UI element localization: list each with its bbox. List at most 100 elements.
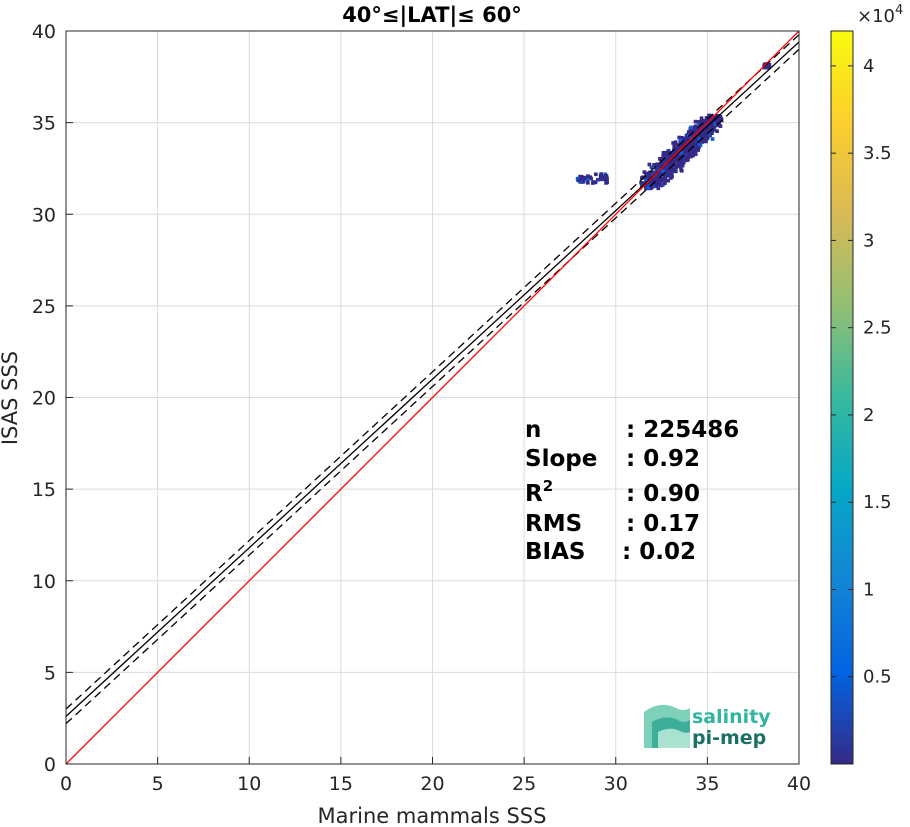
- density-cell: [655, 178, 660, 182]
- colorbar-tick-label: 1: [863, 579, 874, 600]
- density-cell: [666, 156, 670, 161]
- density-cell: [704, 116, 709, 120]
- density-cell: [694, 124, 698, 129]
- x-tick-label: 20: [420, 773, 444, 795]
- colorbar-tick-label: 3: [863, 230, 874, 251]
- stat-bias-label: BIAS: [525, 539, 585, 565]
- y-tick-label: 15: [32, 479, 56, 501]
- density-cell: [704, 139, 708, 144]
- density-cell: [605, 180, 609, 185]
- density-cell: [666, 178, 671, 183]
- density-cell: [680, 163, 685, 168]
- colorbar-tick-label: 3.5: [863, 143, 892, 164]
- stat-rms-label: RMS: [525, 511, 582, 537]
- density-cell: [702, 133, 707, 138]
- y-tick-label: 0: [44, 754, 56, 776]
- colorbar-tick-label: 4: [863, 56, 874, 77]
- density-cell: [598, 175, 603, 180]
- y-tick-labels: 0 5 10 15 20 25 30 35 40: [32, 21, 73, 776]
- density-cell: [647, 180, 651, 185]
- colorbar-ticks: 0.5 1 1.5 2 2.5 3 3.5 4: [831, 56, 892, 688]
- density-cell: [662, 175, 667, 179]
- density-cell: [679, 135, 684, 140]
- x-tick-label: 10: [237, 773, 261, 795]
- y-tick-label: 5: [44, 662, 56, 684]
- density-cell: [676, 143, 680, 148]
- density-cell: [654, 167, 659, 171]
- density-cell: [700, 119, 704, 123]
- density-cell: [577, 178, 582, 183]
- colorbar-tick-label: 2: [863, 405, 874, 426]
- density-cell: [674, 155, 679, 160]
- density-cell: [661, 169, 665, 174]
- density-cell: [603, 176, 607, 180]
- density-cell: [671, 141, 675, 145]
- density-cell: [599, 177, 603, 182]
- density-cell: [689, 125, 693, 130]
- density-cell: [715, 120, 720, 125]
- density-cell: [668, 167, 673, 172]
- density-cell: [663, 153, 668, 157]
- density-cell: [673, 165, 678, 169]
- density-cell: [663, 178, 667, 182]
- logo-line1: salinity: [692, 706, 771, 728]
- colorbar-tick-label: 2.5: [863, 318, 892, 339]
- density-cell: [764, 65, 769, 69]
- density-cell: [697, 121, 702, 126]
- colorbar-tick-label: 0.5: [863, 667, 892, 688]
- density-cell: [673, 140, 678, 145]
- density-cell: [591, 181, 595, 185]
- x-tick-label: 40: [787, 773, 811, 795]
- density-cell: [661, 150, 666, 155]
- density-cell: [672, 144, 677, 149]
- density-cell: [699, 124, 703, 128]
- density-cell: [693, 119, 698, 124]
- density-cell: [679, 168, 684, 173]
- density-cell: [693, 130, 697, 134]
- density-cell: [701, 136, 706, 141]
- density-cell: [718, 124, 723, 128]
- density-cell: [674, 151, 678, 155]
- density-cell: [688, 141, 692, 146]
- density-cell: [659, 169, 663, 174]
- density-cell: [693, 151, 698, 155]
- density-cell: [667, 161, 672, 166]
- density-cell: [641, 181, 645, 185]
- density-cell: [690, 151, 695, 156]
- density-cell: [656, 182, 661, 187]
- density-cell: [683, 140, 688, 145]
- density-cell: [586, 174, 590, 179]
- stats-block: n : 225486 Slope : 0.92 R2 : 0.90 RMS : …: [525, 417, 739, 565]
- stat-bias-value: : 0.02: [622, 539, 696, 565]
- density-cell: [579, 174, 584, 179]
- density-cell: [676, 148, 680, 152]
- density-cell: [700, 139, 705, 144]
- x-tick-label: 35: [695, 773, 719, 795]
- density-cell: [694, 133, 698, 137]
- stat-slope-label: Slope: [525, 446, 597, 472]
- fit-upper-dashed-line: [66, 34, 799, 710]
- density-cell: [661, 167, 666, 171]
- logo-line2: pi-mep: [692, 727, 766, 749]
- x-tick-labels: 0 5 10 15 20 25 30 35 40: [60, 757, 811, 795]
- stat-r2-sup: 2: [543, 477, 553, 495]
- y-tick-label: 25: [32, 296, 56, 318]
- density-cell: [646, 176, 651, 181]
- colorbar-exponent-base: ×10: [857, 6, 895, 27]
- density-cell: [706, 126, 711, 131]
- density-cell: [664, 166, 668, 171]
- salinity-pimep-logo: salinity pi-mep: [644, 704, 771, 749]
- density-cell: [678, 138, 683, 143]
- density-cell: [703, 123, 708, 128]
- density-cell: [648, 170, 652, 175]
- x-tick-label: 30: [604, 773, 628, 795]
- density-cell: [690, 141, 695, 146]
- density-cell: [654, 164, 658, 169]
- fit-lower-dashed-line: [66, 48, 799, 725]
- y-tick-label: 20: [32, 388, 56, 410]
- density-cell: [657, 172, 662, 177]
- y-tick-label: 40: [32, 21, 56, 43]
- stat-n-label: n: [525, 417, 541, 443]
- density-cell: [704, 130, 709, 135]
- colorbar-tick-label: 1.5: [863, 492, 892, 513]
